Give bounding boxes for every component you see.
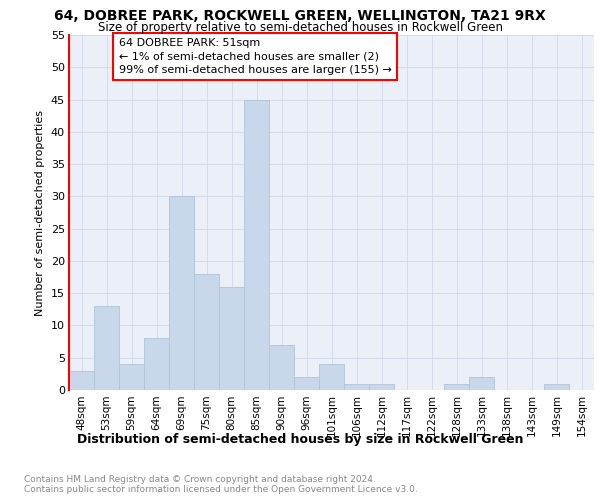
Bar	[344, 384, 369, 390]
Bar	[94, 306, 119, 390]
Y-axis label: Number of semi-detached properties: Number of semi-detached properties	[35, 110, 45, 316]
Bar	[244, 100, 269, 390]
Text: Distribution of semi-detached houses by size in Rockwell Green: Distribution of semi-detached houses by …	[77, 432, 523, 446]
Bar	[544, 384, 569, 390]
Bar	[194, 274, 219, 390]
Text: Contains public sector information licensed under the Open Government Licence v3: Contains public sector information licen…	[24, 485, 418, 494]
Text: Contains HM Land Registry data © Crown copyright and database right 2024.: Contains HM Land Registry data © Crown c…	[24, 475, 376, 484]
Bar	[269, 345, 294, 390]
Bar	[319, 364, 344, 390]
Bar	[144, 338, 169, 390]
Bar	[444, 384, 469, 390]
Bar	[69, 370, 94, 390]
Bar	[169, 196, 194, 390]
Bar	[369, 384, 394, 390]
Bar	[294, 377, 319, 390]
Bar	[469, 377, 494, 390]
Text: 64 DOBREE PARK: 51sqm
← 1% of semi-detached houses are smaller (2)
99% of semi-d: 64 DOBREE PARK: 51sqm ← 1% of semi-detac…	[119, 38, 392, 74]
Text: Size of property relative to semi-detached houses in Rockwell Green: Size of property relative to semi-detach…	[97, 21, 503, 34]
Bar	[119, 364, 144, 390]
Bar	[219, 286, 244, 390]
Text: 64, DOBREE PARK, ROCKWELL GREEN, WELLINGTON, TA21 9RX: 64, DOBREE PARK, ROCKWELL GREEN, WELLING…	[54, 9, 546, 23]
